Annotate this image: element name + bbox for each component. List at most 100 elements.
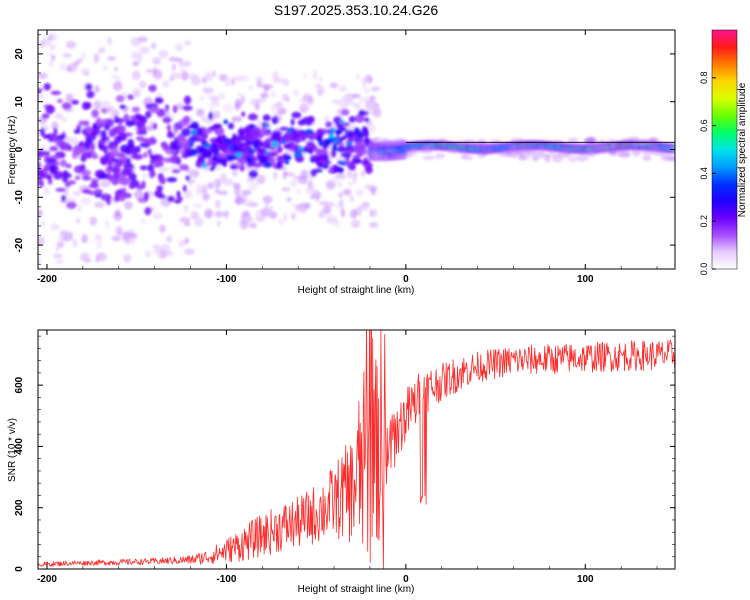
spectrogram-cell [102,65,109,72]
colorbar-tick-label: 0.0 [699,263,709,276]
spectrogram-cell [317,210,325,219]
spectrogram-cell [111,235,122,242]
spectrogram-cell [147,148,152,155]
spectrogram-cell [530,143,544,151]
spectrogram-cell [143,152,148,158]
spectrogram-cell [54,161,60,166]
spectrogram-cell [130,146,138,155]
spectrogram-cell [380,138,389,143]
spectrogram-cell [567,155,578,163]
spectrogram-cell [72,238,78,248]
spectrogram-cell [94,188,103,194]
spectrogram-cell [90,180,98,189]
spectrogram-cell [283,171,288,176]
spectrogram-cell [248,170,258,179]
spectrogram-cell [332,176,340,184]
spectrogram-cell [328,134,335,139]
spectrogram-cell [369,209,374,217]
spectrogram-cell [310,158,316,163]
spectrogram-cell [255,178,261,184]
spectrogram-cell [78,141,84,148]
spectrogram-cell [161,144,169,149]
spectrogram-cell [127,94,134,100]
spectrogram-cell [107,56,117,61]
spectrogram-cell [228,122,233,130]
spectrogram-cell [100,193,112,201]
spectrogram-cell [119,104,126,110]
spectrogram-cell [391,152,399,160]
spectrogram-cell [38,179,44,188]
spectrogram-cell [283,143,293,149]
spectrogram-cell [55,187,66,192]
snr-ticks: -200 -100 0 100 0 200 400 600 [14,330,675,585]
spectrogram-cell [45,104,55,114]
spectrogram-cell [278,218,284,226]
spectrogram-cell [201,116,205,122]
spectrogram-cell [241,215,252,223]
snr-ytick-label: 400 [14,438,25,455]
spectrogram-cell [69,136,79,144]
spectrogram-cell [358,96,366,103]
spectrogram-cell [81,234,88,244]
spectrogram-cell [56,241,65,249]
spectrogram-cell [221,161,228,167]
spectrogram-cell [234,186,241,196]
spectrogram-cell [214,210,224,218]
spectrogram-cell [49,164,57,170]
spectrogram-cell [85,83,93,91]
spectrogram-cell [357,205,365,211]
spectrogram-cell [163,157,173,163]
spectrogram-cell [578,150,588,156]
spectrogram-cell [65,163,72,169]
spectrogram-cell [116,159,123,167]
spectrogram-cell [83,151,92,159]
spectrogram-cell [279,126,289,131]
spectrogram-cell [145,68,155,74]
spectrogram-cell [351,93,361,99]
spectrogram-cell [39,220,47,227]
spectrogram-cell [335,129,343,135]
spectrogram-cell [162,116,172,124]
spectrogram-cell [211,124,219,131]
spectrogram-cell [38,161,41,170]
spectrogram-cell [42,134,51,140]
spectrogram-cell [332,166,343,173]
spectrogram-cell [330,127,336,133]
spectrogram-cell [38,150,44,158]
spectrogram-cell [189,142,194,148]
spectrogram-cell [316,195,320,201]
spectrogram-ytick-label: 20 [14,48,25,60]
spectrogram-cell [157,113,165,117]
spectrogram-cell [147,164,155,172]
spectrogram-cell [642,155,652,161]
spectrogram-cell [241,189,252,196]
spectrogram-cell [325,121,333,128]
spectrogram-cell [306,118,312,126]
colorbar-tick-label: 0.6 [699,119,709,132]
spectrogram-cell [206,160,214,167]
spectrogram-cell [220,145,228,151]
spectrogram-cell [159,224,166,233]
spectrogram-cell [247,113,258,121]
spectrogram-cell [195,183,202,193]
spectrogram-cell [264,122,269,128]
spectrogram-cell [370,137,378,144]
snr-xtick-label: -200 [37,574,57,585]
spectrogram-cell [510,138,525,143]
spectrogram-cell [132,61,139,67]
spectrogram-cell [106,118,114,127]
spectrogram-cell [370,86,381,92]
spectrogram-cell [38,236,45,246]
spectrogram-cell [317,89,323,97]
spectrogram-cell [286,128,292,134]
spectrogram-cell [262,195,273,204]
spectrogram-cell [333,116,342,125]
spectrogram-cell [212,70,217,78]
spectrogram-cell [615,147,624,152]
spectrogram-cell [89,142,96,151]
spectrogram-cell [280,140,287,144]
snr-ytick-label: 200 [14,499,25,516]
spectrogram-cell [294,151,303,158]
spectrogram-cell [422,155,436,161]
